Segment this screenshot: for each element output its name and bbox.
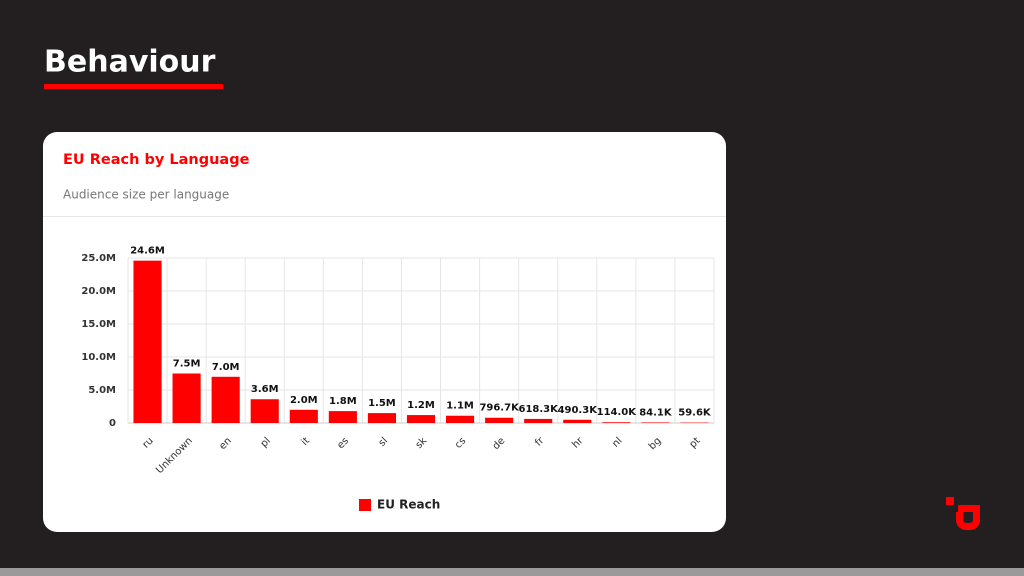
y-tick-label: 25.0M: [81, 253, 116, 264]
bar: [641, 422, 670, 423]
value-label: 796.7K: [479, 403, 520, 414]
plot: 0 5.0M 10.0M 15.0M 20.0M 25.0M 24.6M 7.5M 7.0M 3.…: [81, 246, 715, 512]
value-label: 2.0M: [290, 395, 318, 406]
y-tick-label: 20.0M: [81, 286, 116, 297]
bar: [289, 409, 318, 423]
value-label: 618.3K: [519, 404, 560, 415]
bar: [485, 417, 514, 423]
value-label: 490.3K: [558, 405, 599, 416]
logo-square: [946, 497, 954, 505]
value-label: 1.2M: [407, 400, 435, 411]
y-tick-label: 5.0M: [88, 385, 116, 396]
title-underline: [44, 84, 223, 89]
bar: [367, 413, 396, 423]
bar: [211, 376, 240, 423]
bar: [446, 415, 475, 423]
value-label: 1.5M: [368, 398, 396, 409]
bar: [602, 422, 631, 423]
value-label: 1.8M: [329, 396, 357, 407]
y-tick-label: 15.0M: [81, 319, 116, 330]
value-label: 7.5M: [173, 359, 201, 370]
bar: [133, 260, 162, 423]
bar: [524, 418, 553, 423]
y-tick-label: 10.0M: [81, 352, 116, 363]
value-label: 24.6M: [130, 246, 165, 257]
logo: [946, 497, 980, 530]
bar: [328, 411, 357, 423]
value-label: 114.0K: [597, 407, 638, 418]
bar: [172, 373, 201, 423]
logo-mark: [956, 505, 980, 530]
value-label: 7.0M: [212, 362, 240, 373]
value-label: 59.6K: [678, 408, 712, 419]
card: [43, 132, 726, 532]
bar: [563, 419, 592, 423]
footer-bar: [0, 568, 1024, 576]
value-label: 1.1M: [446, 401, 474, 412]
bar: [250, 399, 279, 423]
legend-label: EU Reach: [377, 498, 440, 512]
legend-swatch: [359, 499, 371, 511]
chart-title: EU Reach by Language: [63, 152, 250, 168]
slide-title: Behaviour: [44, 45, 216, 80]
y-tick-label: 0: [109, 418, 116, 429]
value-label: 84.1K: [639, 407, 673, 418]
value-label: 3.6M: [251, 384, 279, 395]
bar: [406, 415, 436, 423]
chart-subtitle: Audience size per language: [63, 188, 229, 202]
